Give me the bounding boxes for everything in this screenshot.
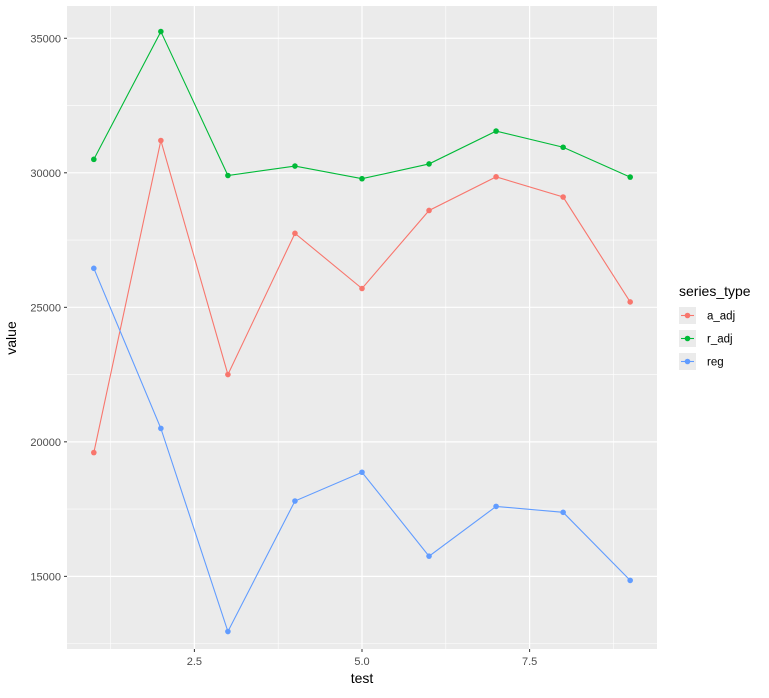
legend-label-reg: reg [707,357,724,369]
data-point-a_adj [158,137,164,144]
legend-key-point-a_adj [684,312,691,319]
data-point-a_adj [493,174,499,180]
legend-title: series_type [679,283,751,299]
data-point-r_adj [292,163,298,169]
y-tick-label: 30000 [30,168,61,180]
data-point-reg [493,503,499,510]
data-point-r_adj [225,172,231,179]
y-tick-label: 15000 [30,571,61,583]
data-point-a_adj [292,230,298,237]
legend-label-r_adj: r_adj [707,334,733,346]
legend-key-point-r_adj [684,335,691,342]
data-point-r_adj [426,161,432,167]
data-point-r_adj [493,128,499,134]
y-tick-label: 25000 [30,302,61,314]
data-point-reg [627,577,633,584]
plot-panel [67,6,657,649]
y-tick-label: 35000 [30,33,61,45]
data-point-reg [359,469,365,476]
data-point-reg [292,498,298,504]
legend-label-a_adj: a_adj [707,311,735,323]
x-tick-label: 2.5 [187,656,202,668]
data-point-r_adj [158,28,164,35]
data-point-reg [91,265,97,272]
x-tick-label: 5.0 [354,656,369,668]
legend-key-point-reg [684,358,691,365]
data-point-a_adj [560,194,566,200]
data-point-reg [158,425,164,432]
data-point-reg [225,628,231,635]
x-axis-title: test [351,670,374,686]
data-point-a_adj [426,207,432,214]
data-point-reg [426,553,432,559]
x-tick-label: 7.5 [522,656,537,668]
data-point-r_adj [627,174,633,180]
y-axis-title: value [3,321,19,355]
data-point-a_adj [627,299,633,305]
axes: 15000 20000 25000 30000 35000 2.5 5.0 7.5 [30,33,537,668]
data-point-r_adj [91,156,97,163]
data-point-a_adj [91,449,97,456]
series-group [91,28,633,635]
data-point-a_adj [359,285,365,292]
data-point-r_adj [359,175,365,182]
data-point-a_adj [225,371,231,378]
y-tick-label: 20000 [30,437,61,449]
data-point-reg [560,509,566,516]
data-point-r_adj [560,144,566,151]
